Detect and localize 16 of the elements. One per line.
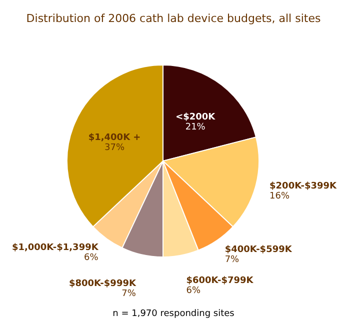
data-label: 7% — [224, 254, 240, 265]
slice-label: $400K-$599K — [224, 244, 293, 255]
slice-label: $1,000K-$1,399K — [12, 242, 100, 253]
data-label: 6% — [84, 252, 99, 263]
slice-label: $600K-$799K — [186, 276, 254, 286]
slice-label: $200K-$399K — [270, 181, 338, 192]
text: n = 1,970 responding sites — [112, 309, 235, 319]
slice-label: <$200K — [176, 112, 216, 122]
data-label: 6% — [186, 286, 201, 296]
slice-label: $1,400K + — [88, 133, 141, 144]
chart-title: Distribution of 2006 cath lab device budgets, all sites — [26, 12, 321, 25]
slice-label: $800K-$999K — [68, 279, 137, 290]
data-label: 7% — [122, 289, 136, 300]
data-label: 37% — [104, 143, 125, 154]
data-label: 21% — [185, 122, 206, 132]
data-label: 16% — [270, 191, 290, 202]
